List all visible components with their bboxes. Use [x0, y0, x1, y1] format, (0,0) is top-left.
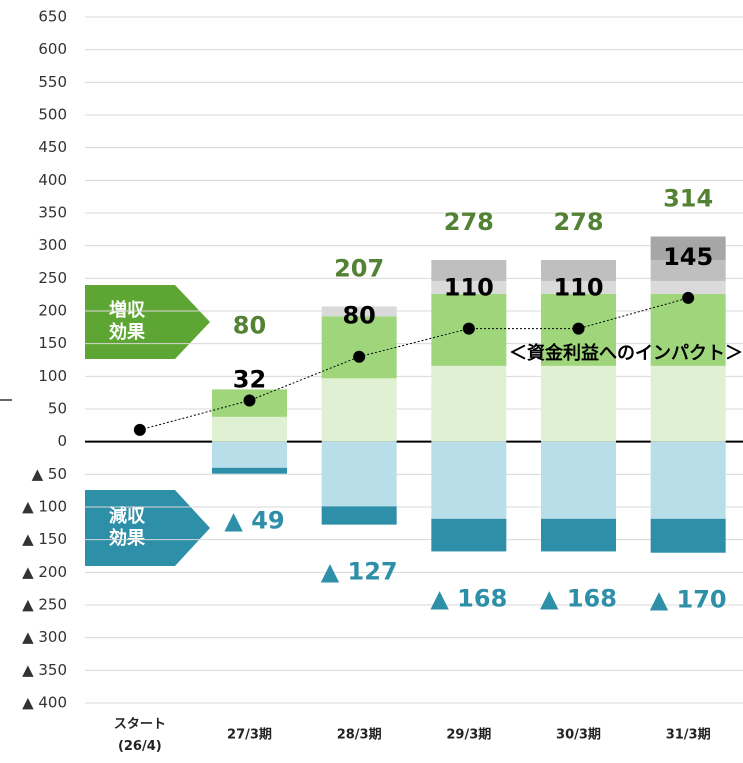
y-tick-label: 250 — [38, 269, 67, 287]
y-tick-label: 50 — [48, 400, 67, 418]
bar-segment — [212, 441, 287, 468]
negative-total: ▲ 49 — [224, 507, 284, 535]
bar-segment — [431, 260, 507, 281]
net-dot — [243, 394, 256, 407]
y-tick-label: 650 — [38, 8, 67, 26]
bar-segment — [212, 416, 287, 442]
net-line — [139, 297, 689, 431]
y-tick-label: 350 — [38, 204, 67, 222]
bar-segment — [541, 260, 616, 281]
y-tick-label: ▲ 50 — [32, 465, 67, 483]
x-tick-label: スタート(26/4) — [114, 717, 166, 754]
net-dot — [133, 423, 146, 436]
increase-badge — [85, 285, 210, 359]
bar-segment — [431, 518, 507, 552]
impact-label: 32 — [233, 366, 266, 394]
net-dot — [462, 322, 475, 335]
y-tick-label: ▲ 250 — [22, 596, 67, 614]
impact-label: 145 — [663, 243, 713, 271]
bar-segment — [431, 280, 507, 295]
bar-segment — [431, 365, 507, 442]
negative-total: ▲ 170 — [650, 586, 727, 614]
x-tick-label: 31/3期 — [666, 728, 711, 743]
increase-label: 増収効果 — [109, 299, 146, 343]
negative-total: ▲ 168 — [540, 584, 617, 612]
positive-total: 314 — [663, 185, 713, 213]
y-tick-label: ▲ 100 — [22, 498, 67, 516]
bar-segment — [541, 365, 616, 442]
y-tick-label: 150 — [38, 334, 67, 352]
bar-segment — [541, 441, 616, 519]
impact-annotation: ＜資金利益へのインパクト＞ — [509, 342, 743, 364]
y-tick-label: 100 — [38, 367, 67, 385]
bar-segment — [650, 260, 726, 281]
y-tick-label: 550 — [38, 73, 67, 91]
y-tick-label: 300 — [38, 236, 67, 254]
impact-label: 80 — [342, 302, 375, 330]
positive-total: 207 — [334, 254, 384, 282]
net-dot — [682, 291, 695, 304]
bar-segment — [541, 518, 616, 552]
x-tick-label: 30/3期 — [556, 728, 601, 743]
y-tick-label: 500 — [38, 106, 67, 124]
x-tick-label: 28/3期 — [337, 728, 382, 743]
y-tick-label: ▲ 350 — [22, 661, 67, 679]
y-tick-label: 450 — [38, 138, 67, 156]
negative-total: ▲ 127 — [321, 558, 398, 586]
y-tick-label: 200 — [38, 302, 67, 320]
bar-segment — [321, 378, 397, 442]
y-tick-label: ▲ 150 — [22, 530, 67, 548]
bar-segment — [650, 236, 726, 261]
bar-segment — [321, 306, 397, 317]
y-tick-label: ▲ 400 — [22, 694, 67, 712]
y-tick-label: ▲ 200 — [22, 563, 67, 581]
bar-segment — [212, 467, 287, 474]
bar-segment — [431, 441, 507, 519]
y-tick-label: ▲ 300 — [22, 628, 67, 646]
bar-segment — [650, 280, 726, 295]
y-tick-label: 400 — [38, 171, 67, 189]
bar-segment — [650, 441, 726, 519]
y-tick-label: 0 — [57, 432, 67, 450]
grid — [85, 16, 743, 704]
positive-total: 278 — [553, 208, 603, 236]
decrease-label: 減収効果 — [109, 505, 146, 549]
x-tick-label: 27/3期 — [227, 728, 272, 743]
bar-segment — [650, 518, 726, 553]
x-tick-label: 29/3期 — [446, 728, 491, 743]
impact-label: 110 — [553, 274, 603, 302]
bar-segment — [321, 316, 397, 379]
impact-label: 110 — [444, 274, 494, 302]
bar-segment — [650, 294, 726, 366]
net-dot — [353, 350, 366, 363]
positive-total: 278 — [444, 208, 494, 236]
bar-segment — [321, 506, 397, 525]
positive-total: 80 — [233, 311, 266, 339]
bar-segment — [650, 365, 726, 442]
bar-segment — [541, 280, 616, 295]
net-dot — [572, 322, 585, 335]
y-tick-label: 600 — [38, 40, 67, 58]
bar-segment — [321, 441, 397, 507]
decrease-badge — [85, 490, 210, 566]
negative-total: ▲ 168 — [430, 584, 507, 612]
